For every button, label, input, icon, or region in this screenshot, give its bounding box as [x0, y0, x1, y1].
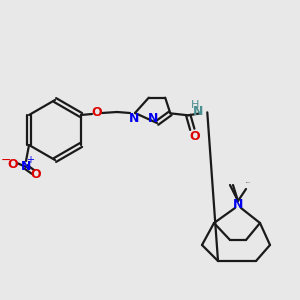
Text: O: O [92, 106, 102, 119]
Text: N: N [193, 105, 203, 118]
Text: +: + [26, 155, 34, 165]
Text: N: N [148, 112, 158, 125]
Text: O: O [8, 158, 18, 172]
Text: H: H [191, 100, 200, 110]
Text: N: N [233, 199, 243, 212]
Text: −: − [1, 154, 11, 166]
Text: O: O [31, 169, 41, 182]
Text: O: O [189, 130, 200, 143]
Text: methyl: methyl [246, 182, 250, 183]
Text: N: N [129, 112, 139, 124]
Text: N: N [21, 160, 31, 173]
